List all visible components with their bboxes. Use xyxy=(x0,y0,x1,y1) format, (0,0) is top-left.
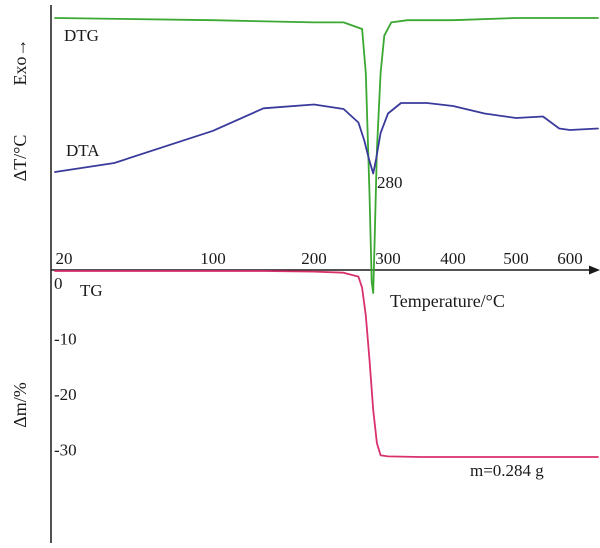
x-tick-label: 200 xyxy=(301,249,327,268)
tg-y-tick-label: -30 xyxy=(54,441,77,460)
x-tick-label: 600 xyxy=(557,249,583,268)
tg-curve xyxy=(54,270,599,458)
delta-m-axis-label: Δm/% xyxy=(10,382,30,428)
x-axis-title: Temperature/°C xyxy=(390,291,505,311)
sample-mass-annotation: m=0.284 g xyxy=(470,461,544,480)
dta-curve-label: DTA xyxy=(66,141,100,160)
dtg-curve-label: DTG xyxy=(64,26,99,45)
tg-curve-label: TG xyxy=(80,281,103,300)
exo-arrow-label: Exo→ xyxy=(10,39,30,86)
x-tick-label: 500 xyxy=(503,249,529,268)
x-tick-label: 100 xyxy=(200,249,226,268)
x-tick-label: 400 xyxy=(440,249,466,268)
dtg-curve xyxy=(54,17,599,294)
delta-t-axis-label: ΔT/°C xyxy=(10,135,30,182)
x-tick-label: 300 xyxy=(375,249,401,268)
x-tick-labels: 20 100 200 300 400 500 600 xyxy=(56,249,583,268)
tg-tick-labels: 0 -10 -20 -30 xyxy=(54,274,77,460)
tg-y-tick-label: -10 xyxy=(54,330,77,349)
dta-peak-annotation: 280 xyxy=(377,173,403,192)
tg-y-tick-label: 0 xyxy=(54,274,63,293)
x-axis-arrowhead xyxy=(589,265,600,275)
tg-y-tick-label: -20 xyxy=(54,385,77,404)
x-tick-label: 20 xyxy=(56,249,73,268)
curves xyxy=(54,17,599,458)
dta-curve xyxy=(54,102,599,175)
